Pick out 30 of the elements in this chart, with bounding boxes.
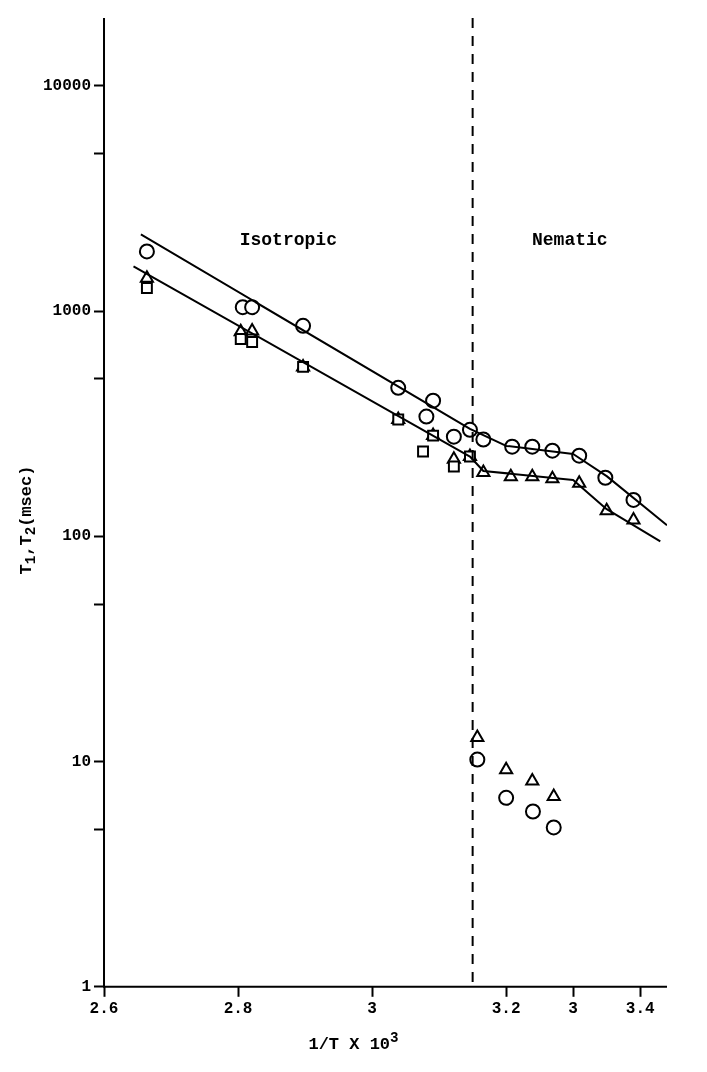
y-tick-label: 100 [62,527,92,546]
y-tick-label: 10 [71,752,92,771]
point [246,336,259,348]
y-tick-label: 10000 [42,76,92,95]
x-tick-label: 2.6 [89,1000,119,1019]
point [499,761,514,775]
point [244,299,261,316]
x-axis-title: 1/T X 10$^{3}$ [307,1030,400,1054]
y-tick-label: 1000 [52,302,92,321]
point [418,408,435,425]
point [470,729,485,742]
x-tick-label: 3.2 [491,1000,521,1019]
y-tick-label: 1 [81,977,92,996]
point [445,428,462,445]
point [138,243,155,260]
point [545,819,562,836]
annotation: Isotropic [239,230,337,251]
point [447,460,460,473]
point [498,789,515,806]
x-tick-label: 3 [568,1000,578,1019]
point [417,445,429,458]
point [546,788,561,801]
point [140,282,153,295]
x-tick-label: 2.8 [223,1000,253,1019]
point [525,772,540,786]
annotation: Nematic [532,230,608,251]
point [234,332,247,345]
x-tick-label: 3 [367,1000,377,1019]
x-tick-label: 3.4 [625,1000,655,1019]
point [524,803,541,820]
